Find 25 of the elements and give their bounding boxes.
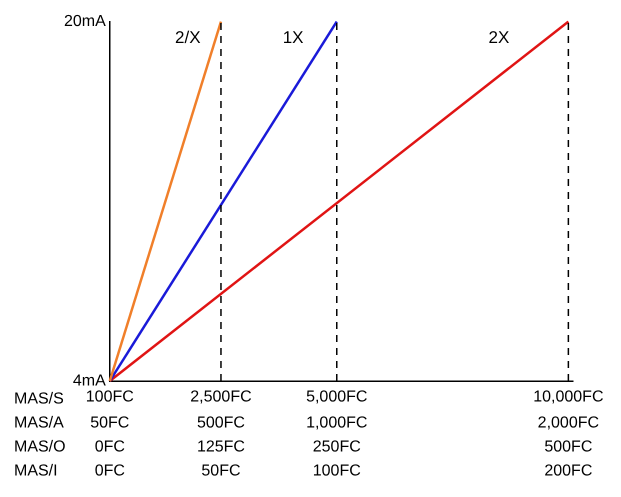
text: 125FC <box>196 438 245 456</box>
text: MAS/I <box>14 462 58 480</box>
series-label: 2X <box>488 28 510 47</box>
series-label: 1X <box>282 28 304 47</box>
text: 0FC <box>94 438 125 456</box>
text: MAS/S <box>14 390 64 408</box>
series-label: 2/X <box>175 28 201 47</box>
text: 200FC <box>544 462 592 480</box>
text: 50FC <box>90 414 130 432</box>
y-tick-label: 20mA <box>64 13 106 30</box>
text: 2,000FC <box>538 414 600 432</box>
text: 500FC <box>196 414 245 432</box>
text: 250FC <box>312 438 361 456</box>
x-tick-label: 2,500FC <box>190 388 252 406</box>
text: 500FC <box>544 438 592 456</box>
x-tick-label: 5,000FC <box>306 388 368 406</box>
text: MAS/O <box>14 438 66 456</box>
text: 1,000FC <box>306 414 368 432</box>
text: 50FC <box>201 462 241 480</box>
text: MAS/A <box>14 414 64 432</box>
x-tick-label: 10,000FC <box>533 388 604 406</box>
x-tick-label: 100FC <box>86 388 134 406</box>
y-tick-label: 4mA <box>72 372 106 390</box>
text: 100FC <box>312 462 361 480</box>
text: 0FC <box>94 462 125 480</box>
